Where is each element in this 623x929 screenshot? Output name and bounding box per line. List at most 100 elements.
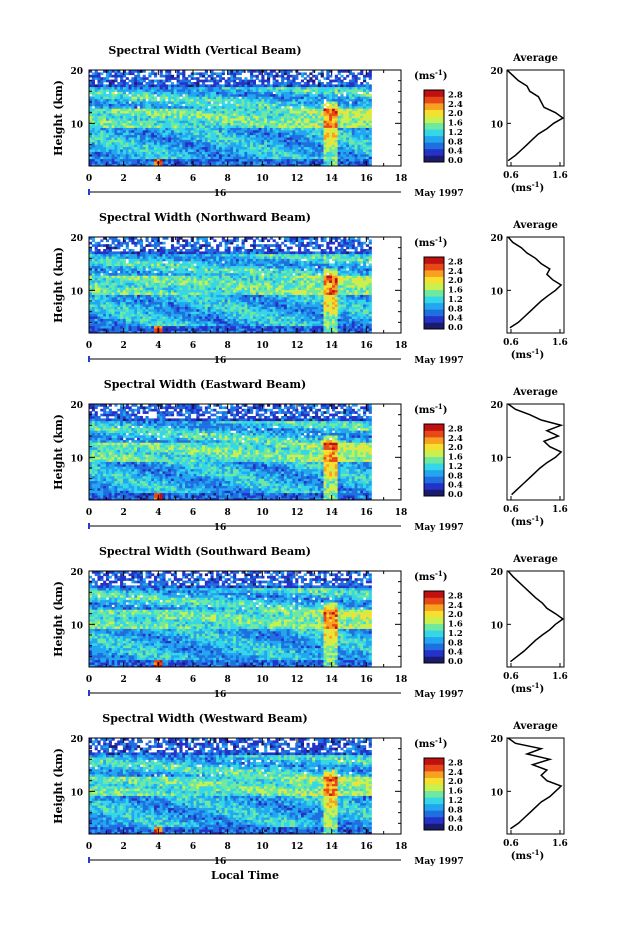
colorbar-tick-label: 0.8: [448, 805, 463, 815]
x-tick-label: 0: [86, 842, 92, 852]
colorbar-tick-label: 2.8: [448, 258, 463, 268]
colorbar-tick-label: 2.4: [448, 601, 463, 611]
x-tick-label: 8: [225, 675, 231, 685]
panel-2: Spectral Width (Northward Beam) 0 2 4 6 8 10 12…: [52, 211, 568, 366]
x-tick-label: 4: [155, 842, 161, 852]
date-label: 16: [214, 857, 227, 867]
x-tick-label: 2: [121, 675, 127, 685]
panel-5: Spectral Width (Westward Beam) 0 2 4 6 8 10 12 1…: [52, 712, 568, 867]
colorbar-tick-label: 1.6: [448, 119, 463, 129]
y-axis-label: Height (km): [52, 748, 65, 824]
x-tick-label: 4: [155, 341, 161, 351]
colorbar-tick-label: 1.2: [448, 295, 463, 305]
colorbar: (ms-1) 0.00.40.81.21.62.02.42.8: [414, 569, 463, 667]
x-tick-label: 16: [360, 174, 373, 184]
avg-x-tick-label: 0.6: [503, 505, 519, 515]
average-title: Average: [512, 220, 558, 231]
x-axis-label: Local Time: [211, 869, 279, 882]
x-tick-label: 0: [86, 174, 92, 184]
y-axis-label: Height (km): [52, 581, 65, 657]
y-tick-label: 20: [70, 735, 83, 745]
colorbar-tick-label: 2.4: [448, 100, 463, 110]
avg-y-tick-label: 20: [490, 234, 503, 244]
avg-y-tick-label: 10: [490, 120, 503, 130]
avg-x-tick-label: 0.6: [503, 672, 519, 682]
date-label: 16: [214, 523, 227, 533]
panel-1: Spectral Width (Vertical Beam) 0 2 4 6 8 10 12 1…: [52, 44, 568, 199]
average-title: Average: [512, 387, 558, 398]
average-profile: Average 10 20 0.6 1.6 (ms-1): [490, 387, 567, 528]
avg-y-tick-label: 20: [490, 735, 503, 745]
colorbar-tick-label: 1.2: [448, 128, 463, 138]
x-tick-label: 4: [155, 675, 161, 685]
panel-4: Spectral Width (Southward Beam) 0 2 4 6 8 10 12…: [52, 545, 568, 700]
x-tick-label: 16: [360, 842, 373, 852]
x-tick-label: 2: [121, 174, 127, 184]
panel-title: Spectral Width (Vertical Beam): [108, 44, 301, 57]
colorbar-tick-label: 0.4: [448, 314, 463, 324]
x-tick-label: 12: [291, 341, 304, 351]
colorbar-tick-label: 2.8: [448, 91, 463, 101]
x-tick-label: 2: [121, 508, 127, 518]
x-tick-label: 4: [155, 174, 161, 184]
x-tick-label: 8: [225, 508, 231, 518]
avg-x-tick-label: 1.6: [552, 338, 568, 348]
x-tick-label: 18: [395, 508, 408, 518]
colorbar: (ms-1) 0.00.40.81.21.62.02.42.8: [414, 235, 463, 333]
avg-y-tick-label: 10: [490, 621, 503, 631]
x-tick-label: 8: [225, 341, 231, 351]
colorbar-tick-label: 2.0: [448, 109, 463, 119]
x-tick-label: 18: [395, 675, 408, 685]
colorbar-tick-label: 0.8: [448, 471, 463, 481]
x-tick-label: 10: [256, 341, 269, 351]
heatmap-cells: [89, 738, 372, 835]
panel-3: Spectral Width (Eastward Beam) 0 2 4 6 8 10 12 1…: [52, 378, 568, 533]
colorbar-tick-label: 1.2: [448, 462, 463, 472]
x-tick-label: 12: [291, 675, 304, 685]
average-line: [507, 403, 564, 496]
colorbar: (ms-1) 0.00.40.81.21.62.02.42.8: [414, 736, 463, 834]
average-line: [507, 737, 563, 830]
average-title: Average: [512, 53, 558, 64]
colorbar-unit: (ms-1): [414, 68, 447, 82]
heatmap-cells: [89, 571, 372, 668]
month-label: May 1997: [414, 356, 463, 366]
avg-x-tick-label: 1.6: [552, 839, 568, 849]
x-tick-label: 8: [225, 842, 231, 852]
x-tick-label: 12: [291, 508, 304, 518]
colorbar-tick-label: 0.4: [448, 648, 463, 658]
y-axis-label: Height (km): [52, 247, 65, 323]
heatmap-cells: [89, 404, 372, 501]
average-line: [506, 69, 565, 162]
avg-y-tick-label: 10: [490, 287, 503, 297]
colorbar-tick-label: 1.6: [448, 453, 463, 463]
avg-x-tick-label: 0.6: [503, 839, 519, 849]
month-label: May 1997: [414, 189, 463, 199]
y-tick-label: 10: [70, 621, 83, 631]
colorbar-tick-label: 0.0: [448, 156, 463, 166]
avg-x-tick-label: 1.6: [552, 505, 568, 515]
average-title: Average: [512, 721, 558, 732]
colorbar-tick-label: 2.0: [448, 777, 463, 787]
avg-x-tick-label: 0.6: [503, 171, 519, 181]
x-tick-label: 12: [291, 174, 304, 184]
colorbar-tick-label: 2.4: [448, 267, 463, 277]
avg-x-tick-label: 1.6: [552, 672, 568, 682]
x-tick-label: 6: [190, 508, 196, 518]
avg-y-tick-label: 10: [490, 454, 503, 464]
colorbar-tick-label: 0.8: [448, 137, 463, 147]
x-tick-label: 10: [256, 174, 269, 184]
x-tick-label: 18: [395, 174, 408, 184]
average-profile: Average 10 20 0.6 1.6 (ms-1): [490, 721, 567, 862]
avg-x-label: (ms-1): [511, 347, 544, 361]
colorbar-tick-label: 2.0: [448, 443, 463, 453]
average-line: [507, 236, 563, 329]
avg-x-tick-label: 1.6: [552, 171, 568, 181]
colorbar-tick-label: 0.0: [448, 824, 463, 834]
average-profile: Average 10 20 0.6 1.6 (ms-1): [490, 53, 567, 194]
panel-title: Spectral Width (Eastward Beam): [104, 378, 306, 391]
colorbar-unit: (ms-1): [414, 402, 447, 416]
x-tick-label: 18: [395, 842, 408, 852]
colorbar-tick-label: 0.0: [448, 657, 463, 667]
